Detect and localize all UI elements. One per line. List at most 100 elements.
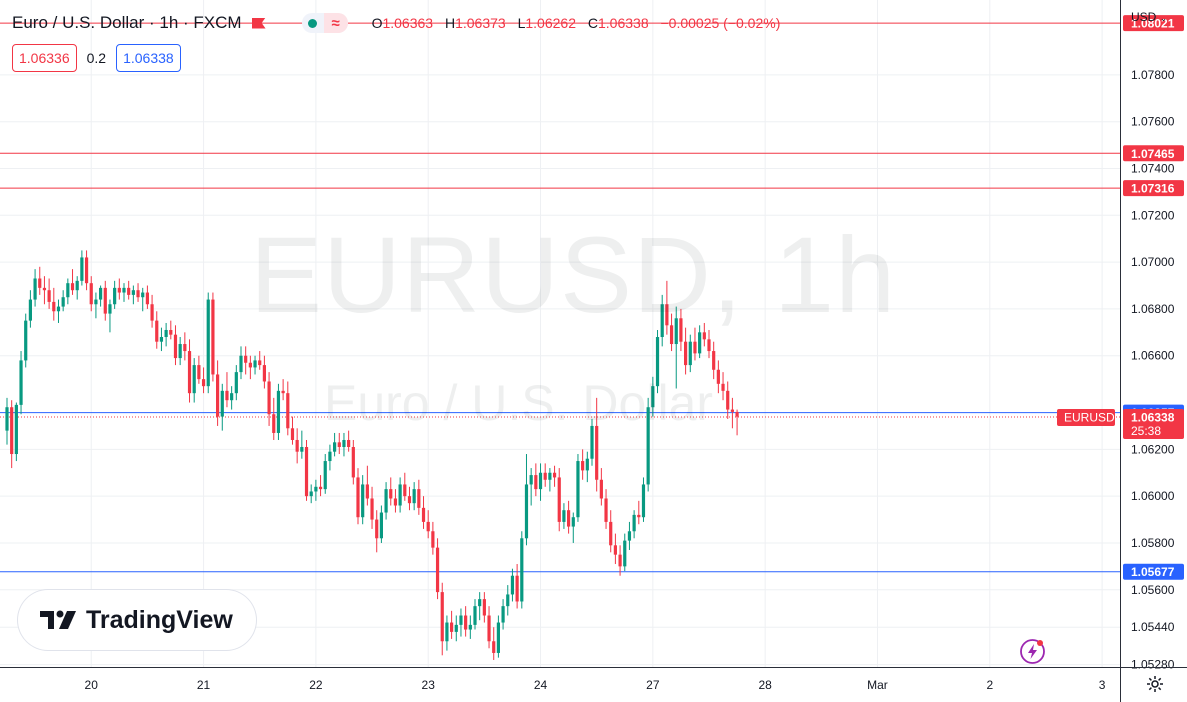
candle-body (99, 287, 103, 300)
price-tick-label: 1.05280 (1131, 658, 1175, 672)
candle-body (314, 486, 318, 492)
candle-body (482, 599, 486, 616)
candle-body (604, 498, 608, 522)
symbol-tag-label: EURUSD (1064, 411, 1115, 425)
candle-body (136, 290, 140, 298)
candle-body (201, 379, 206, 387)
last-price-tag (1123, 409, 1184, 440)
candle-body (641, 484, 646, 518)
candle-body (253, 360, 257, 368)
candle-body (684, 341, 688, 366)
currency-selector[interactable]: USD ⌄ (1131, 10, 1167, 24)
time-tick-label: 23 (422, 678, 436, 692)
last-price-label: 1.06338 (1131, 411, 1175, 425)
candle-body (230, 393, 234, 401)
candle-body (492, 641, 496, 653)
candle-body (407, 496, 412, 504)
trade-panel: 1.06336 0.2 1.06338 (12, 44, 181, 72)
candle-body (351, 447, 355, 478)
tradingview-logo-icon (40, 610, 76, 629)
candle-body (141, 292, 145, 298)
level-price-label: 1.08021 (1131, 17, 1175, 31)
market-status[interactable]: ≈ (301, 13, 348, 33)
candle-body (487, 615, 491, 642)
level-price-tag (1123, 563, 1184, 580)
candle-body (698, 332, 702, 354)
sell-button[interactable]: 1.06336 (12, 44, 77, 72)
price-tick-label: 1.06200 (1131, 442, 1175, 456)
price-tick-label: 1.05800 (1131, 536, 1175, 550)
candle-body (187, 351, 192, 394)
level-price-tag (1123, 145, 1184, 162)
time-axis[interactable]: 20 21 22 23 24 27 28 Mar 2 3 (0, 667, 1187, 702)
tradingview-logo[interactable]: TradingView (18, 590, 256, 650)
price-tick-label: 1.07400 (1131, 162, 1175, 176)
candle-body (646, 407, 650, 485)
candle-body (510, 575, 515, 595)
time-tick-label: Mar (867, 678, 888, 692)
candle-body (225, 390, 229, 401)
time-tick-label: 3 (1099, 678, 1106, 692)
candle-body (581, 461, 585, 471)
candle-body (623, 540, 627, 567)
chevron-down-icon: ⌄ (1159, 13, 1168, 23)
price-tick-label: 1.06600 (1131, 349, 1175, 363)
time-axis-bg (0, 667, 1120, 702)
candle-body (10, 407, 14, 455)
delayed-data-icon: ≈ (323, 13, 348, 33)
candle-body (515, 575, 519, 602)
candle-body (94, 299, 98, 305)
flash-icon[interactable] (1019, 638, 1046, 665)
candle-body (660, 304, 664, 338)
price-tick-label: 1.06000 (1131, 489, 1175, 503)
ohlc-low-value: 1.06262 (525, 15, 576, 31)
flag-icon[interactable] (251, 17, 266, 29)
candle-body (281, 390, 285, 394)
price-tick-label: 1.07600 (1131, 115, 1175, 129)
buy-button[interactable]: 1.06338 (116, 44, 181, 72)
name-watermark: Euro / U.S. Dollar (324, 375, 714, 431)
candle-body (272, 414, 276, 433)
price-tick-label: 1.07800 (1131, 68, 1175, 82)
candle-body (290, 428, 295, 440)
candle-body (14, 404, 18, 455)
candle-body (361, 484, 365, 518)
level-price-label: 1.05677 (1131, 565, 1175, 579)
candle-body (323, 461, 327, 490)
candle-body (674, 318, 678, 345)
price-tick-label: 1.06800 (1131, 302, 1175, 316)
candle-body (304, 447, 309, 497)
candle-body (300, 447, 304, 452)
candle-body (262, 365, 266, 382)
candle-body (333, 442, 337, 452)
candle-body (220, 390, 224, 417)
candle-body (108, 304, 112, 314)
candle-body (169, 329, 173, 335)
candle-body (309, 491, 313, 497)
candle-body (173, 334, 178, 359)
price-axis[interactable]: 1.05280 1.05440 1.05600 1.05800 1.06000 1.062… (1120, 0, 1187, 702)
countdown-label: 25:38 (1131, 424, 1161, 438)
candle-body (454, 624, 458, 632)
gear-icon[interactable] (1146, 675, 1164, 693)
time-tick-label: 2 (986, 678, 993, 692)
candle-body (590, 425, 594, 459)
time-tick-label: 28 (758, 678, 772, 692)
candle-body (440, 592, 444, 642)
candle-body (552, 472, 557, 478)
chart-legend: Euro / U.S. Dollar · 1h · FXCM ≈ O1.0636… (12, 13, 780, 33)
candle-body (347, 439, 351, 448)
candle-body (506, 594, 510, 607)
ohlc-close-value: 1.06338 (598, 15, 649, 31)
ohlc-open-value: 1.06363 (382, 15, 434, 31)
candle-body (651, 386, 655, 408)
ohlc-high-value: 1.06373 (455, 15, 506, 31)
candle-body (178, 344, 182, 359)
candle-body (627, 531, 632, 541)
symbol-title[interactable]: Euro / U.S. Dollar · 1h · FXCM (12, 13, 242, 32)
candle-body (445, 622, 449, 642)
candle-body (417, 489, 421, 508)
candle-body (571, 517, 575, 527)
candle-body (370, 498, 374, 520)
